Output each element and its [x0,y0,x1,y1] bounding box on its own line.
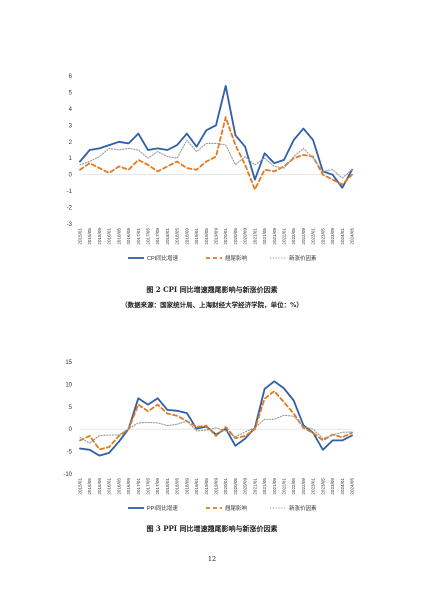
legend-label-2: 翘尾影响 [225,504,248,512]
y-tick-label: 5 [69,90,73,96]
x-tick-label: 2023/01 [311,478,316,495]
x-tick-label: 2016/01 [107,228,112,245]
x-tick-label: 2019/09 [214,478,219,495]
x-tick-label: 2018/01 [165,228,170,245]
ppi-chart-caption: 图 3 PPI 同比增速翘尾影响与新涨价因素 [146,524,278,533]
x-tick-label: 2023/05 [320,478,325,495]
x-tick-label: 2018/01 [165,478,170,495]
y-tick-label: 1 [69,156,73,162]
x-tick-label: 2015/01 [78,228,83,245]
x-tick-label: 2023/05 [320,228,325,245]
x-tick-label: 2015/05 [87,228,92,245]
x-tick-label: 2024/05 [350,478,355,495]
x-tick-label: 2023/01 [311,228,316,245]
x-tick-label: 2020/01 [223,228,228,245]
y-tick-label: 2 [69,140,73,146]
x-tick-label: 2023/09 [330,478,335,495]
x-tick-label: 2021/09 [272,228,277,245]
x-tick-label: 2021/01 [252,478,257,495]
legend-label-1: PPI同比增速 [147,504,178,512]
x-tick-label: 2022/09 [301,478,306,495]
x-tick-label: 2020/05 [233,228,238,245]
x-tick-label: 2022/01 [282,478,287,495]
x-tick-label: 2023/09 [330,228,335,245]
legend-label-2: 翘尾影响 [225,254,248,262]
x-tick-label: 2018/05 [175,478,180,495]
x-tick-label: 2024/05 [350,228,355,245]
x-tick-label: 2015/05 [87,478,92,495]
series-line-3 [79,414,353,444]
x-tick-label: 2022/01 [282,228,287,245]
x-tick-label: 2018/09 [184,228,189,245]
x-tick-label: 2019/05 [204,478,209,495]
x-tick-label: 2015/09 [97,228,102,245]
y-tick-label: 6 [69,74,73,80]
x-tick-label: 2018/05 [175,228,180,245]
cpi-chart: 6 5 4 3 2 1 0 -1 -2 -3 2015/01 2015/05 2015/09 2016/0… [67,74,355,262]
x-tick-label: 2022/05 [291,228,296,245]
cpi-chart-caption: 图 2 CPI 同比增速翘尾影响与新涨价因素 [146,285,278,294]
x-tick-label: 2015/01 [78,478,83,495]
x-tick-label: 2024/01 [340,478,345,495]
x-tick-label: 2024/01 [340,228,345,245]
x-tick-label: 2019/09 [214,228,219,245]
x-tick-label: 2019/05 [204,228,209,245]
y-tick-label: 5 [69,405,73,411]
x-tick-label: 2021/05 [262,478,267,495]
y-tick-label: -5 [67,450,73,456]
y-tick-label: 3 [69,123,73,129]
x-tick-label: 2017/05 [146,228,151,245]
x-tick-label: 2021/05 [262,228,267,245]
x-tick-label: 2018/09 [184,478,189,495]
y-tick-label: 10 [65,382,72,388]
y-tick-label: -1 [67,189,73,195]
y-tick-label: 15 [65,360,72,366]
x-tick-label: 2017/09 [155,228,160,245]
x-tick-label: 2022/09 [301,228,306,245]
x-tick-label: 2020/09 [243,478,248,495]
y-tick-label: -3 [67,222,73,228]
cpi-chart-source-note: （数据来源：国家统计局、上海财经大学经济学院，单位：%） [121,301,303,309]
x-tick-label: 2016/05 [116,478,121,495]
x-tick-label: 2017/01 [136,228,141,245]
x-tick-label: 2020/05 [233,478,238,495]
y-tick-label: -2 [67,206,73,212]
y-tick-label: 0 [69,427,73,433]
x-tick-label: 2020/09 [243,228,248,245]
page-number: 12 [207,555,217,563]
legend-label-3: 新涨价因素 [289,504,317,512]
x-tick-label: 2019/01 [194,478,199,495]
series-line-2 [79,116,353,191]
y-tick-label: 4 [69,107,73,113]
x-tick-label: 2021/01 [252,228,257,245]
legend-label-1: CPI同比增速 [147,254,179,262]
x-tick-label: 2016/09 [126,478,131,495]
series-line-1 [79,84,353,189]
legend-label-3: 新涨价因素 [289,254,317,262]
series-line-1 [79,380,353,457]
x-tick-label: 2016/09 [126,228,131,245]
y-tick-label: 0 [69,173,73,179]
x-tick-label: 2017/09 [155,478,160,495]
x-tick-label: 2017/01 [136,478,141,495]
x-tick-label: 2017/05 [146,478,151,495]
ppi-chart: 15 10 5 0 -5 -10 2015/01 2015/05 2015/09 2016/01 2… [63,360,355,512]
x-tick-label: 2020/01 [223,478,228,495]
x-tick-label: 2022/05 [291,478,296,495]
x-tick-label: 2016/01 [107,478,112,495]
x-tick-label: 2015/09 [97,478,102,495]
y-tick-label: -10 [63,472,72,478]
x-tick-label: 2016/05 [116,228,121,245]
x-tick-label: 2021/09 [272,478,277,495]
series-line-3 [79,139,353,179]
x-tick-label: 2019/01 [194,228,199,245]
